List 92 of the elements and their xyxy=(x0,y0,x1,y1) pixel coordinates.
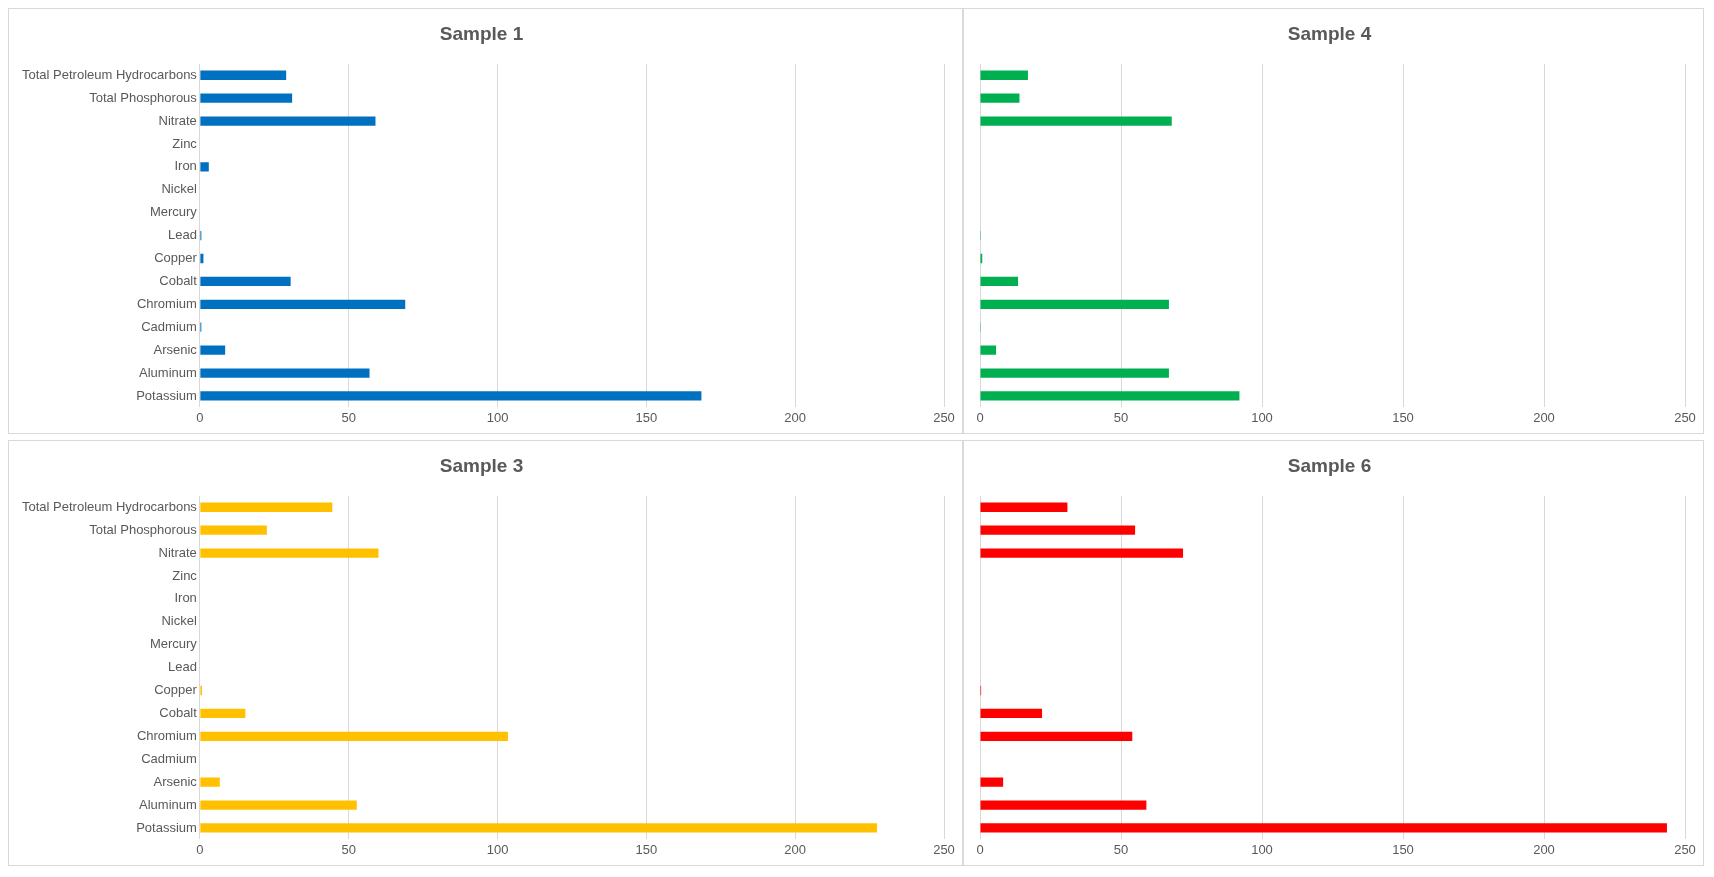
bar xyxy=(200,368,370,378)
bar xyxy=(200,116,376,126)
bar xyxy=(980,116,1172,126)
y-tick-label: Cadmium xyxy=(141,750,197,766)
bar xyxy=(980,708,1043,719)
x-tick-label: 150 xyxy=(1392,841,1414,857)
x-tick-label: 0 xyxy=(976,841,984,857)
x-tick-label: 50 xyxy=(341,841,356,857)
chart-title: Sample 6 xyxy=(1287,454,1372,476)
x-tick-label: 250 xyxy=(933,841,955,857)
x-tick-label: 100 xyxy=(486,841,509,857)
y-tick-label: Lead xyxy=(167,227,197,243)
bar xyxy=(980,731,1133,741)
y-tick-label: Iron xyxy=(174,158,197,174)
y-tick-label: Nitrate xyxy=(158,544,197,560)
y-tick-label: Total Petroleum Hydrocarbons xyxy=(22,66,198,82)
bar xyxy=(200,800,357,810)
y-tick-label: Mercury xyxy=(149,636,198,652)
chart-title: Sample 4 xyxy=(1287,22,1372,44)
x-tick-label: 200 xyxy=(784,409,807,425)
y-tick-label: Total Phosphorous xyxy=(89,89,198,105)
y-tick-label: Lead xyxy=(167,659,197,675)
bar xyxy=(980,391,1240,401)
bar xyxy=(200,823,878,833)
y-tick-label: Chromium xyxy=(136,295,197,311)
bar xyxy=(200,299,406,309)
x-tick-label: 100 xyxy=(1251,409,1273,425)
bar xyxy=(980,502,1068,512)
y-tick-label: Aluminum xyxy=(139,796,197,812)
y-tick-label: Arsenic xyxy=(153,341,198,357)
bar xyxy=(200,502,333,512)
y-tick-label: Arsenic xyxy=(153,773,198,789)
bar xyxy=(980,368,1169,378)
bar xyxy=(200,391,702,401)
y-tick-label: Copper xyxy=(154,250,198,266)
x-tick-label: 200 xyxy=(1533,409,1555,425)
bar xyxy=(980,70,1028,80)
bar xyxy=(200,253,204,264)
x-tick-label: 0 xyxy=(976,409,984,425)
y-tick-label: Mercury xyxy=(149,204,198,220)
x-tick-label: 150 xyxy=(1392,409,1414,425)
x-tick-label: 250 xyxy=(1674,841,1696,857)
bar xyxy=(980,276,1019,287)
x-tick-label: 50 xyxy=(341,409,356,425)
y-tick-label: Nitrate xyxy=(158,112,197,128)
y-tick-label: Zinc xyxy=(172,567,198,583)
y-tick-label: Cobalt xyxy=(159,704,198,720)
y-tick-label: Iron xyxy=(174,590,197,606)
bar xyxy=(200,70,287,80)
x-tick-label: 200 xyxy=(784,841,807,857)
y-tick-label: Cobalt xyxy=(159,272,198,288)
bar xyxy=(200,777,220,787)
bar xyxy=(980,345,997,355)
bar xyxy=(980,525,1136,535)
y-tick-label: Nickel xyxy=(161,613,197,629)
x-tick-label: 200 xyxy=(1533,841,1555,857)
x-tick-label: 100 xyxy=(486,409,509,425)
bar xyxy=(200,162,209,172)
bar xyxy=(980,548,1184,558)
chart-title: Sample 1 xyxy=(439,22,524,44)
x-tick-label: 50 xyxy=(1113,409,1129,425)
bar xyxy=(980,823,1667,833)
bar xyxy=(200,93,293,103)
bar xyxy=(200,345,226,355)
chart-title: Sample 3 xyxy=(439,454,524,476)
bar xyxy=(980,299,1169,309)
y-tick-label: Potassium xyxy=(136,819,197,835)
y-tick-label: Total Phosphorous xyxy=(89,521,198,537)
bar xyxy=(980,777,1004,787)
x-tick-label: 250 xyxy=(1674,409,1696,425)
y-tick-label: Potassium xyxy=(136,387,197,403)
x-tick-label: 100 xyxy=(1251,841,1273,857)
bar xyxy=(980,800,1147,810)
bar xyxy=(200,276,291,287)
bar xyxy=(200,548,379,558)
x-tick-label: 150 xyxy=(635,409,658,425)
y-tick-label: Nickel xyxy=(161,181,197,197)
x-tick-label: 0 xyxy=(196,841,204,857)
bar xyxy=(200,708,246,719)
y-tick-label: Chromium xyxy=(136,727,197,743)
x-tick-label: 150 xyxy=(635,841,658,857)
y-tick-label: Aluminum xyxy=(139,364,197,380)
x-tick-label: 50 xyxy=(1113,841,1129,857)
x-tick-label: 250 xyxy=(933,409,955,425)
bar xyxy=(200,731,508,741)
y-tick-label: Zinc xyxy=(172,135,198,151)
y-tick-label: Cadmium xyxy=(141,318,197,334)
bar xyxy=(200,525,267,535)
y-tick-label: Total Petroleum Hydrocarbons xyxy=(22,498,198,514)
y-tick-label: Copper xyxy=(154,682,198,698)
bar xyxy=(980,93,1020,103)
x-tick-label: 0 xyxy=(196,409,204,425)
